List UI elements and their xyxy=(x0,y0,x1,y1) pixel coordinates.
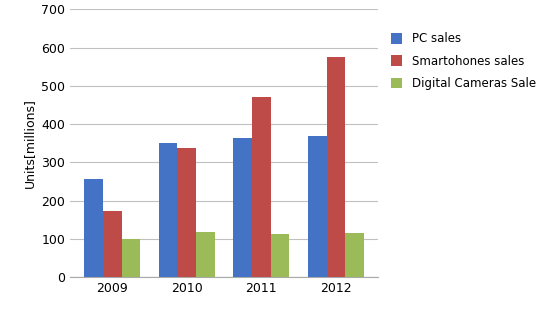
Bar xyxy=(346,233,364,277)
Bar xyxy=(327,57,346,277)
Bar xyxy=(178,148,196,277)
Y-axis label: Units[millions]: Units[millions] xyxy=(23,98,36,188)
Bar xyxy=(159,143,178,277)
Bar xyxy=(233,138,252,277)
Bar xyxy=(252,97,271,277)
Bar xyxy=(196,232,215,277)
Legend: PC sales, Smartohones sales, Digital Cameras Sale: PC sales, Smartohones sales, Digital Cam… xyxy=(387,29,539,94)
Bar xyxy=(103,211,122,277)
Bar xyxy=(122,239,140,277)
Bar xyxy=(84,179,103,277)
Bar xyxy=(271,234,289,277)
Bar xyxy=(308,136,327,277)
